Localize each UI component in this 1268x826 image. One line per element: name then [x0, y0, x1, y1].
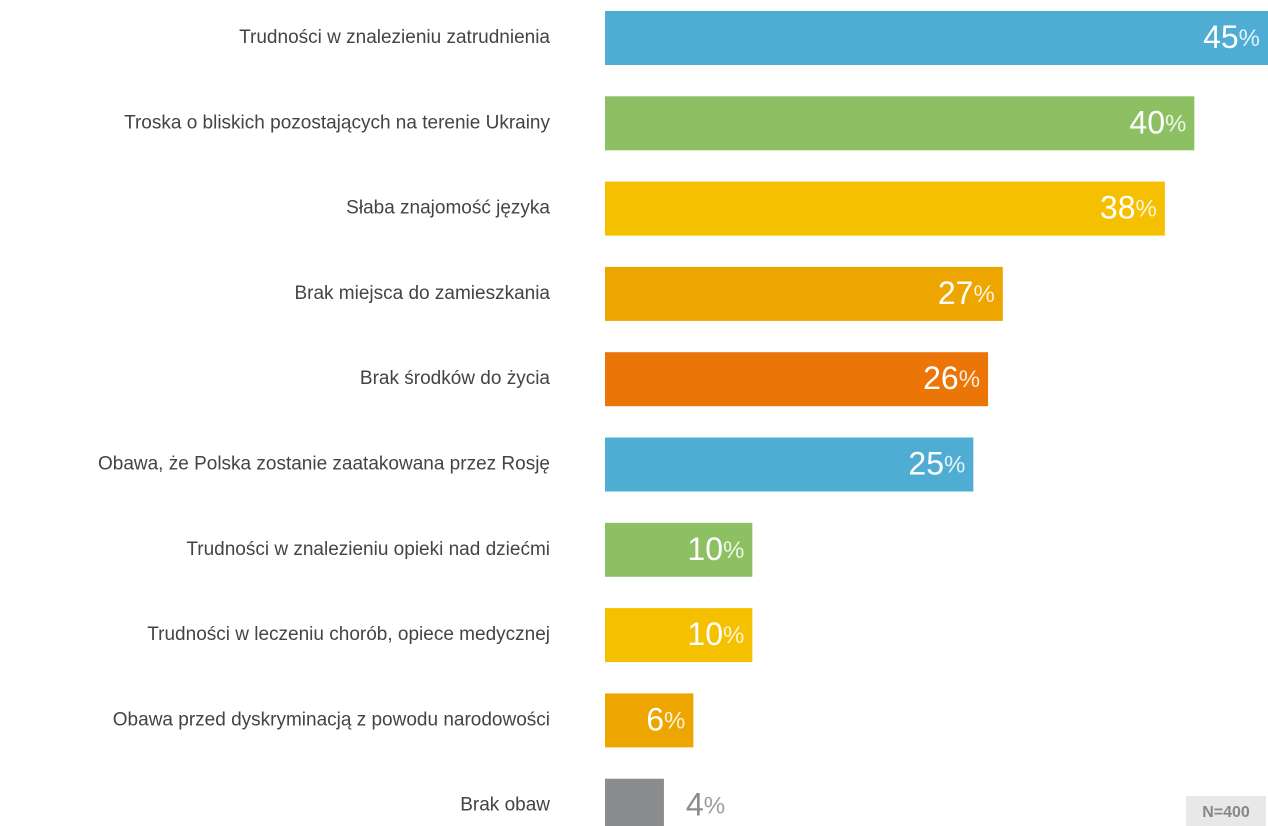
category-label: Słaba znajomość języka	[346, 198, 550, 219]
bar	[605, 181, 1165, 236]
bar	[605, 11, 1268, 65]
category-label: Brak miejsca do zamieszkania	[294, 283, 550, 304]
category-label: Brak obaw	[460, 795, 550, 816]
bar	[605, 693, 694, 748]
bar	[605, 608, 753, 663]
category-label: Troska o bliskich pozostających na teren…	[124, 112, 550, 133]
note: N=400	[1202, 804, 1250, 821]
category-label: Brak środków do życia	[360, 368, 551, 389]
bar	[605, 437, 974, 492]
note-box	[1186, 796, 1266, 826]
value-label: 10%	[687, 531, 744, 567]
value-label: 26%	[923, 361, 980, 397]
value-label: 10%	[687, 617, 744, 653]
category-label: Obawa, że Polska zostanie zaatakowana pr…	[98, 454, 550, 475]
value-label: 40%	[1129, 105, 1186, 141]
bar	[605, 96, 1195, 151]
bar	[605, 266, 1003, 321]
bar	[605, 522, 753, 577]
bar	[605, 352, 989, 407]
category-label: Trudności w leczeniu chorób, opiece medy…	[147, 624, 550, 645]
value-label: 25%	[908, 446, 965, 482]
category-label: Trudności w znalezieniu opieki nad dzieć…	[186, 539, 550, 560]
value-label: 4%	[686, 787, 725, 823]
value-label: 45%	[1203, 19, 1260, 55]
category-label: Trudności w znalezieniu zatrudnienia	[239, 27, 550, 48]
category-label: Obawa przed dyskryminacją z powodu narod…	[113, 709, 550, 730]
value-label: 38%	[1100, 190, 1157, 226]
bar	[605, 778, 664, 826]
value-label: 6%	[646, 702, 685, 738]
value-label: 27%	[938, 275, 995, 311]
